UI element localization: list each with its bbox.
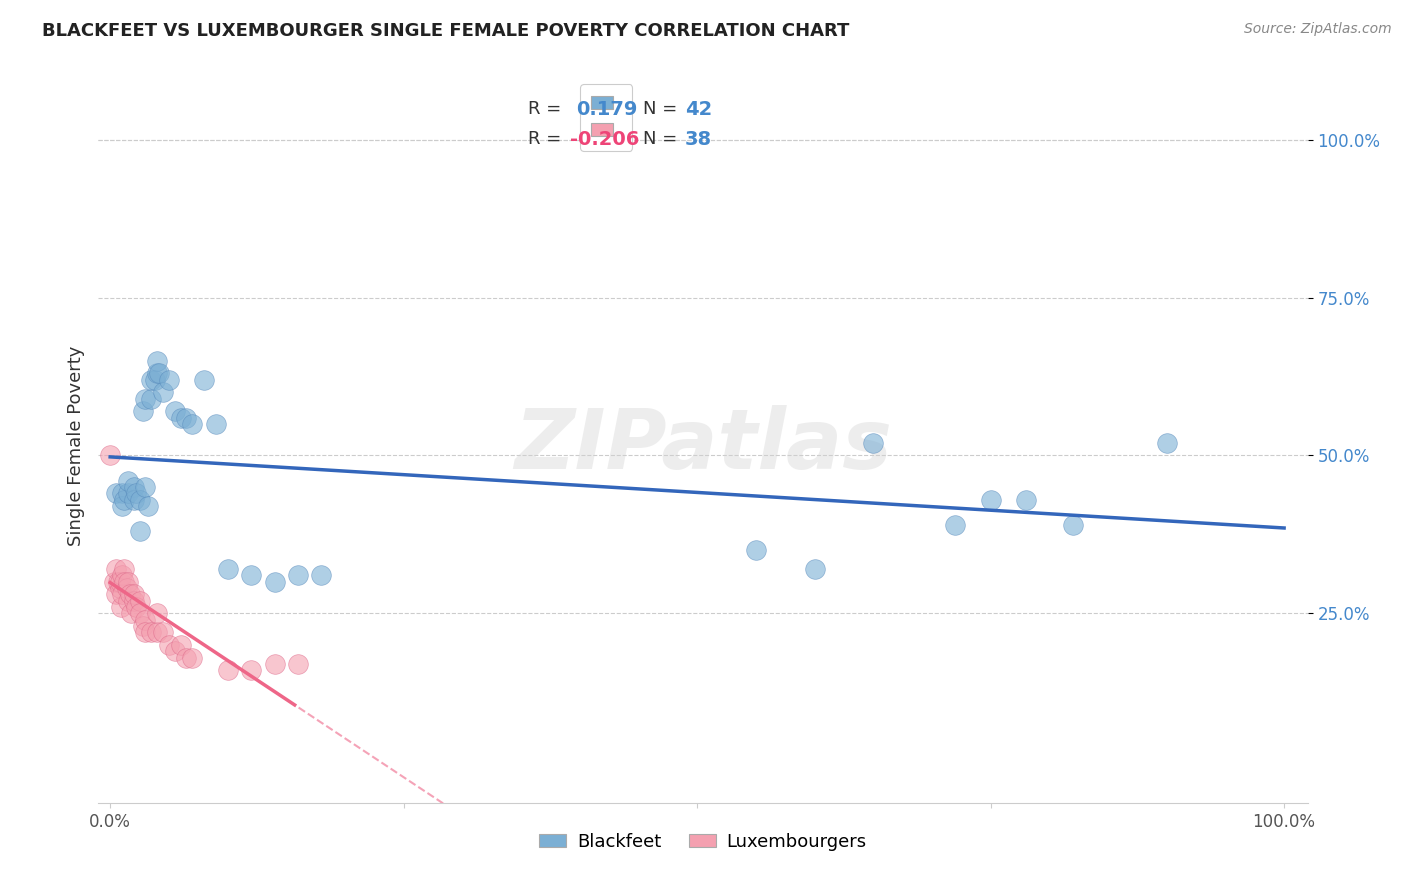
Point: [103, 574, 125, 589]
Point: [128, 607, 150, 621]
Point: [263, 657, 285, 671]
Point: [98, 449, 121, 463]
Point: [146, 367, 169, 381]
Point: [287, 568, 309, 582]
Point: [176, 650, 198, 665]
Point: [117, 593, 139, 607]
Point: [105, 587, 128, 601]
Point: [120, 607, 142, 621]
Point: [163, 404, 186, 418]
Point: [862, 435, 884, 450]
Text: N =: N =: [643, 100, 682, 118]
Point: [111, 587, 134, 601]
Point: [152, 625, 174, 640]
Point: [108, 581, 131, 595]
Text: BLACKFEET VS LUXEMBOURGER SINGLE FEMALE POVERTY CORRELATION CHART: BLACKFEET VS LUXEMBOURGER SINGLE FEMALE …: [42, 22, 849, 40]
Point: [117, 474, 139, 488]
Text: N =: N =: [643, 130, 682, 148]
Point: [111, 486, 134, 500]
Point: [132, 404, 155, 418]
Point: [1062, 517, 1084, 532]
Point: [108, 574, 131, 589]
Point: [157, 373, 180, 387]
Point: [112, 562, 135, 576]
Text: -0.206: -0.206: [569, 130, 640, 149]
Point: [141, 392, 163, 406]
Point: [311, 568, 333, 582]
Point: [122, 587, 145, 601]
Point: [152, 385, 174, 400]
Text: ZIPatlas: ZIPatlas: [515, 406, 891, 486]
Point: [111, 568, 134, 582]
Legend: Blackfeet, Luxembourgers: Blackfeet, Luxembourgers: [531, 826, 875, 858]
Point: [287, 657, 309, 671]
Point: [1156, 435, 1178, 450]
Text: 42: 42: [685, 100, 711, 119]
Point: [146, 625, 169, 640]
Point: [122, 593, 145, 607]
Point: [980, 492, 1002, 507]
Point: [134, 392, 156, 406]
Point: [105, 486, 128, 500]
Point: [146, 353, 169, 368]
Point: [117, 486, 139, 500]
Point: [217, 663, 239, 677]
Point: [240, 663, 263, 677]
Point: [112, 492, 135, 507]
Point: [115, 581, 138, 595]
Text: R =: R =: [527, 100, 567, 118]
Point: [132, 619, 155, 633]
Point: [125, 600, 148, 615]
Point: [148, 367, 170, 381]
Point: [107, 574, 129, 589]
Point: [128, 593, 150, 607]
Point: [803, 562, 825, 576]
Point: [1015, 492, 1038, 507]
Point: [945, 517, 967, 532]
Point: [217, 562, 239, 576]
Point: [193, 373, 215, 387]
Point: [136, 499, 159, 513]
Point: [181, 417, 204, 431]
Point: [141, 625, 163, 640]
Point: [134, 480, 156, 494]
Point: [117, 574, 139, 589]
Text: Source: ZipAtlas.com: Source: ZipAtlas.com: [1244, 22, 1392, 37]
Point: [128, 524, 150, 539]
Point: [176, 410, 198, 425]
Point: [111, 499, 134, 513]
Point: [134, 613, 156, 627]
Point: [181, 650, 204, 665]
Point: [745, 543, 768, 558]
Point: [169, 638, 191, 652]
Point: [263, 574, 285, 589]
Y-axis label: Single Female Poverty: Single Female Poverty: [66, 346, 84, 546]
Point: [134, 625, 156, 640]
Point: [128, 492, 150, 507]
Point: [169, 410, 191, 425]
Text: R =: R =: [527, 130, 567, 148]
Point: [143, 373, 166, 387]
Text: 0.179: 0.179: [576, 100, 637, 119]
Point: [240, 568, 263, 582]
Point: [105, 562, 128, 576]
Point: [141, 373, 163, 387]
Point: [112, 574, 135, 589]
Point: [157, 638, 180, 652]
Point: [146, 607, 169, 621]
Point: [163, 644, 186, 658]
Point: [110, 600, 132, 615]
Point: [204, 417, 226, 431]
Point: [125, 486, 148, 500]
Text: 38: 38: [685, 130, 711, 149]
Point: [122, 480, 145, 494]
Point: [120, 587, 142, 601]
Point: [122, 492, 145, 507]
